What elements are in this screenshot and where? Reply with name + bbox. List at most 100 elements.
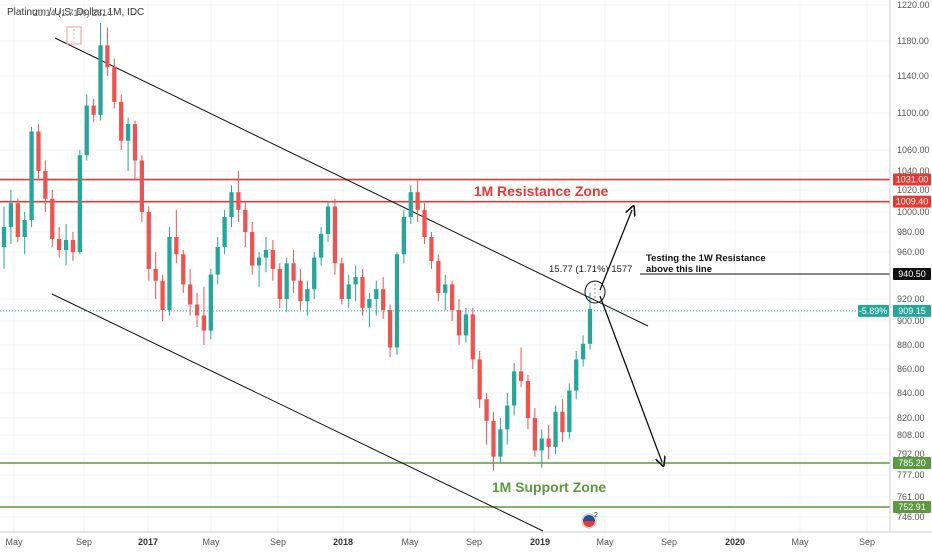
chart-grid (0, 0, 890, 532)
candle-body (263, 250, 269, 258)
candle-body (270, 250, 276, 269)
y-tick-label: 880.00 (897, 340, 925, 350)
candle-body (77, 155, 82, 252)
price-level-pill-label: 1009.40 (896, 197, 929, 207)
candle-body (98, 45, 103, 115)
candle-body (587, 308, 593, 344)
flag-icon-stripe (583, 521, 595, 527)
x-tick-label: May (791, 537, 809, 547)
candle-body (132, 124, 138, 161)
candle-body (63, 240, 69, 250)
y-tick-label: 1040.00 (897, 166, 930, 176)
x-tick-label: May (5, 537, 23, 547)
y-tick-label: 860.00 (897, 364, 925, 374)
candle-body (484, 399, 489, 421)
candle-body (408, 192, 413, 217)
candle-body (325, 206, 331, 234)
candle-body (525, 381, 531, 418)
y-tick-label: 1020.00 (897, 185, 930, 195)
candle-body (532, 418, 537, 451)
x-tick-label: 2018 (333, 537, 353, 547)
x-tick-label: Sep (76, 537, 92, 547)
candle-body (291, 263, 296, 281)
breakout-up-arrow (599, 210, 632, 291)
x-tick-label: 2019 (530, 537, 550, 547)
candle-body (153, 268, 158, 281)
candle-body (332, 206, 338, 264)
candle-body (84, 105, 89, 156)
candle-body (305, 289, 310, 302)
flag-icon (583, 515, 595, 521)
candle-body (443, 284, 448, 293)
event-count: 2 (594, 512, 598, 519)
candle-body (463, 314, 469, 336)
price-level-pill-label: 785.20 (898, 458, 926, 468)
candle-body (256, 257, 262, 266)
x-tick-label: Sep (859, 537, 875, 547)
y-tick-label: 1100.00 (897, 108, 929, 118)
peak-measure-box[interactable] (66, 26, 82, 45)
candle-body (174, 237, 179, 255)
candle-body (436, 261, 441, 293)
candle-body (146, 212, 151, 269)
candle-body (505, 405, 510, 430)
candle-body (367, 299, 372, 308)
candle-body (498, 429, 503, 457)
test-point-circle[interactable] (584, 280, 606, 304)
y-axis[interactable]: 1220.00 1180.00 1140.00 1100.00 1060.00 1040.… (897, 0, 930, 522)
candle-body (477, 359, 482, 400)
x-tick-label: Sep (661, 537, 677, 547)
candle-body (215, 247, 220, 275)
lower-trendline[interactable] (51, 293, 544, 532)
candle-body (346, 284, 351, 299)
candle-body (181, 254, 186, 285)
breakdown-down-arrow (599, 295, 662, 462)
upper-trendline[interactable] (54, 37, 649, 327)
price-levels (0, 178, 890, 508)
candle-body (119, 101, 124, 141)
change-pill (858, 304, 889, 317)
y-tick-label: 761.00 (897, 492, 925, 502)
candle-body (91, 105, 96, 115)
candle-body (387, 310, 393, 348)
y-tick-label: 777.00 (897, 470, 925, 480)
candle-body (374, 289, 379, 299)
price-level-pill-label: 940.50 (898, 269, 926, 279)
symbol-title: Platinum / U.S. Dollar, 1M, IDC (7, 7, 144, 18)
y-tick-label: 808.00 (897, 430, 925, 440)
y-tick-label: 1060.00 (897, 145, 930, 155)
event-marker[interactable]: 2 (581, 512, 598, 529)
price-level-pill-label: 1031.00 (896, 175, 929, 185)
candle-body (250, 232, 255, 266)
candle-body (208, 274, 213, 331)
candle-body (139, 160, 145, 212)
price-level-pill (893, 195, 931, 208)
price-level-pills: 1031.00 1009.40 940.50 785.20 752.91 -5.89% 90… (858, 173, 931, 513)
y-tick-label: 1220.00 (897, 0, 930, 10)
y-tick-label: 840.00 (897, 388, 925, 398)
candle-body (160, 280, 165, 310)
y-tick-label: 980.00 (897, 227, 925, 237)
candle-body (36, 131, 41, 171)
x-tick-label: Sep (466, 537, 482, 547)
candle-body (429, 237, 434, 262)
x-tick-label: Sep (270, 537, 286, 547)
ohlc-readout: 20.14 (1.71%) 2614 (33, 8, 112, 18)
candlestick-series (1, 23, 593, 471)
support-zone-label: 1M Support Zone (492, 479, 607, 495)
candle-body (112, 67, 117, 102)
candle-body (29, 131, 34, 220)
candle-body (381, 289, 386, 310)
candle-body (539, 438, 544, 451)
price-level-pill (893, 457, 931, 469)
price-level-pill-label: 752.91 (898, 502, 926, 512)
y-tick-label: 792.00 (897, 449, 925, 459)
candle-body (57, 239, 62, 250)
candle-body (560, 411, 565, 433)
x-axis[interactable]: May Sep 2017 May Sep 2018 May Sep 2019 May Sep 2020… (5, 537, 875, 547)
current-price-pill (893, 304, 931, 317)
candle-body (491, 420, 496, 457)
